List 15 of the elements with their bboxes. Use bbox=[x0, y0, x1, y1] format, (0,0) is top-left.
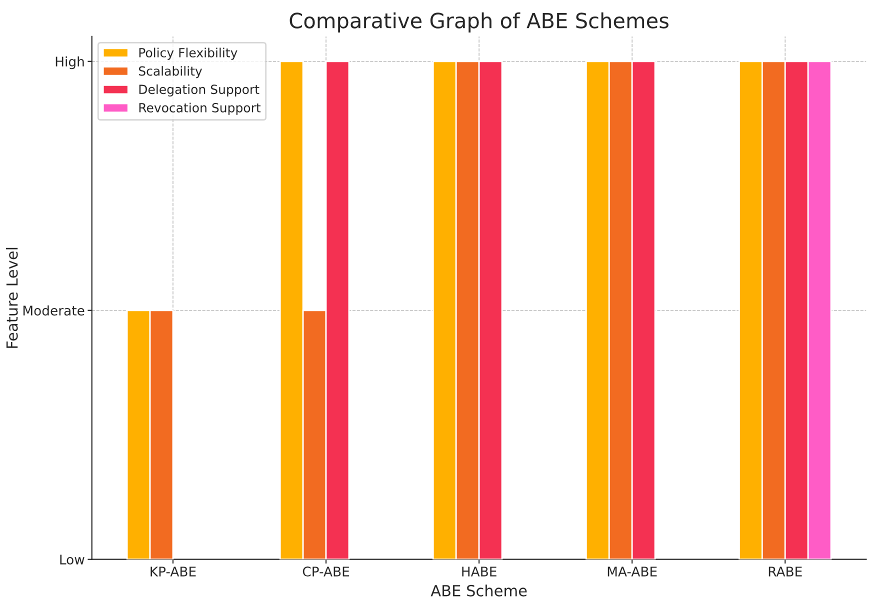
chart-title: Comparative Graph of ABE Schemes bbox=[290, 12, 668, 32]
x-axis-title: ABE Scheme bbox=[430, 584, 527, 596]
x-tick-label: HABE bbox=[462, 566, 496, 576]
legend-label: Scalability bbox=[138, 66, 202, 78]
legend-label: Delegation Support bbox=[139, 84, 260, 97]
x-tick-label: CP-ABE bbox=[302, 566, 350, 577]
x-tick-label: RABE bbox=[768, 566, 802, 576]
text: Low bbox=[60, 554, 84, 565]
legend-label: Policy Flexibility bbox=[139, 48, 238, 60]
y-axis-title: Feature Level bbox=[6, 248, 18, 348]
text: Moderate bbox=[23, 305, 84, 316]
legend-label: Revocation Support bbox=[139, 102, 261, 115]
x-tick-label: KP-ABE bbox=[150, 566, 196, 576]
x-tick-label: MA-ABE bbox=[608, 566, 657, 576]
text: High bbox=[56, 56, 84, 70]
